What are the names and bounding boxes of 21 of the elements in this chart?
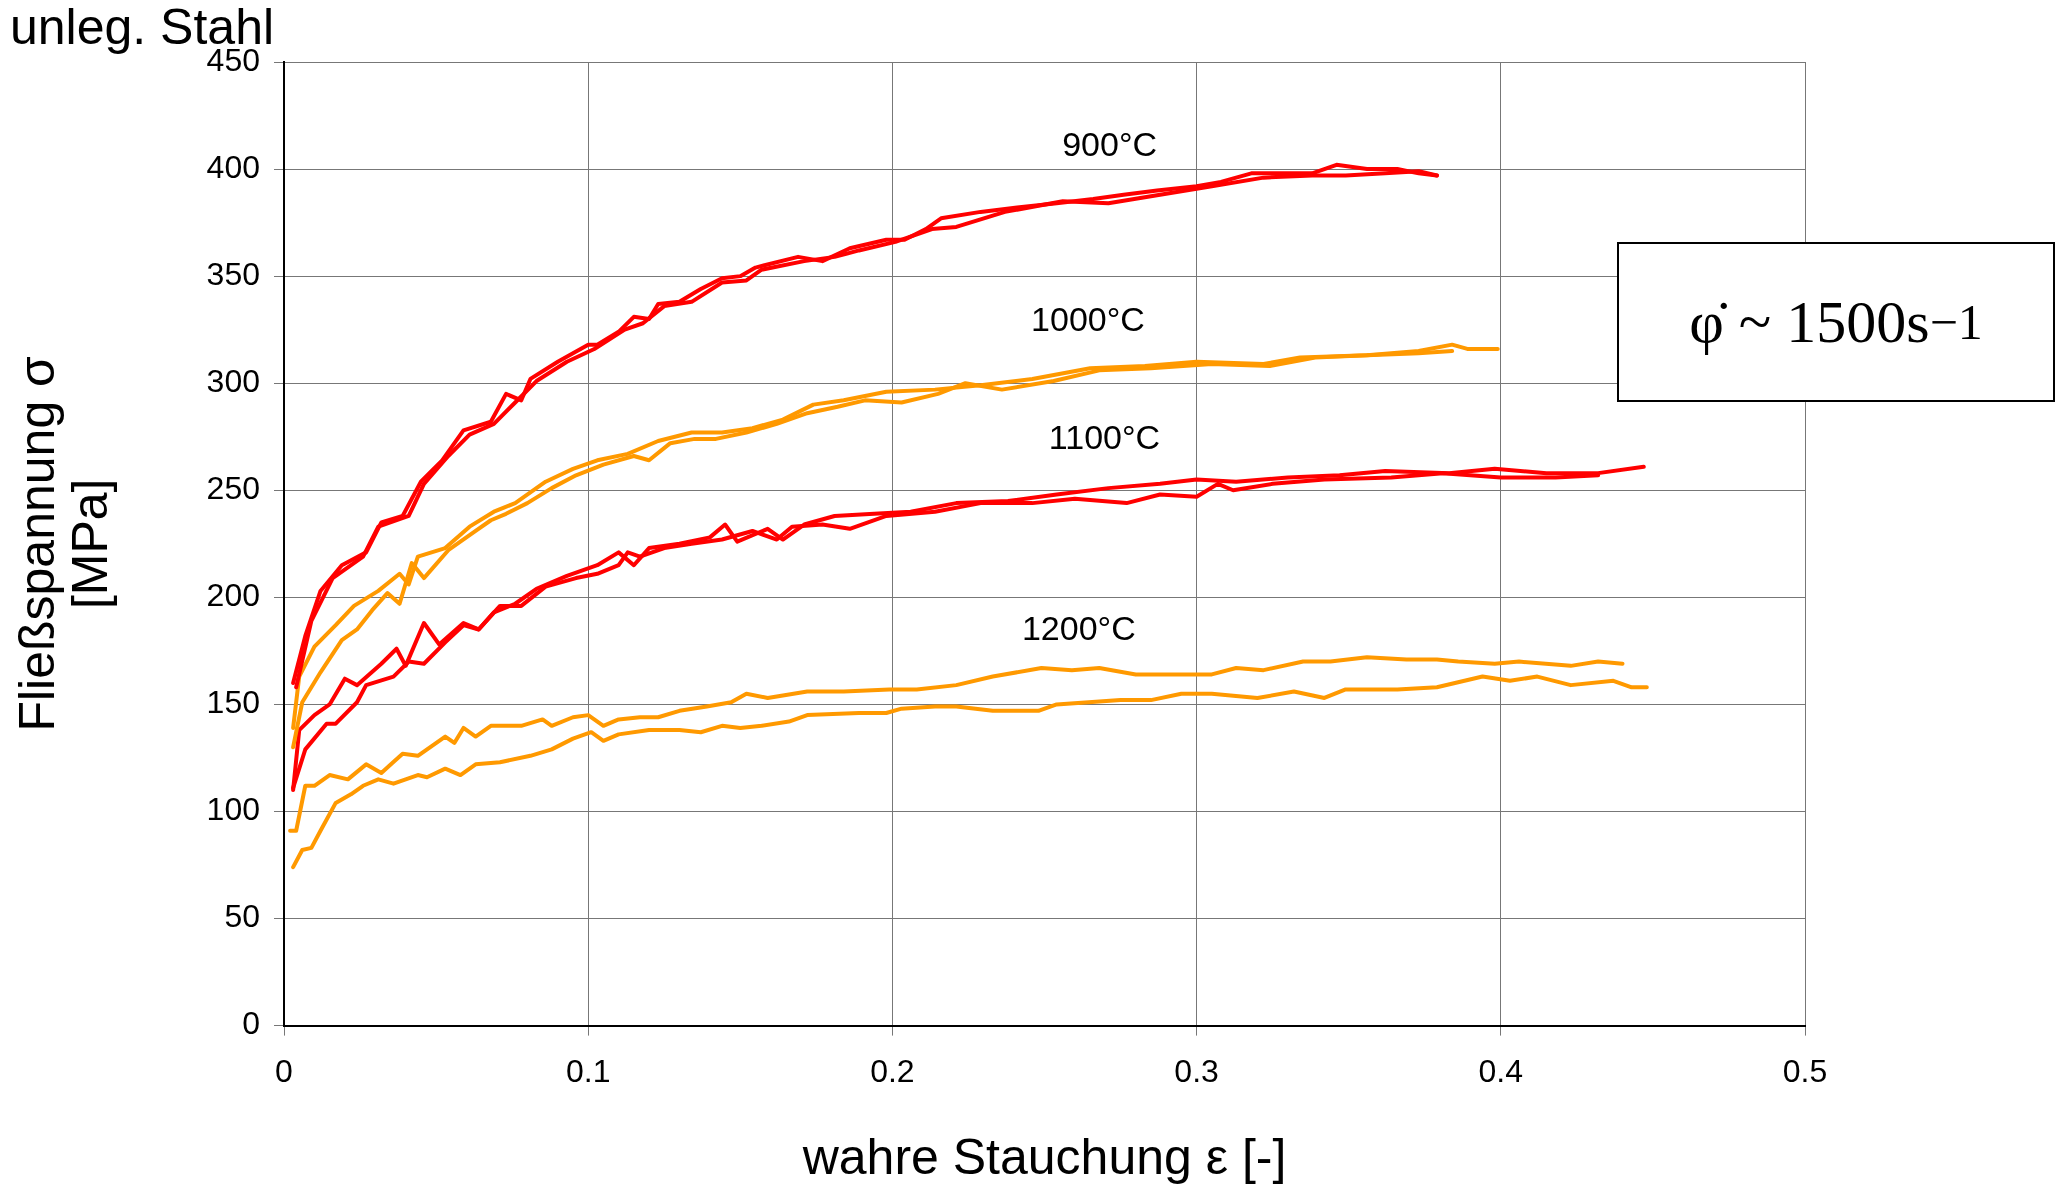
y-tick-label: 250 xyxy=(206,470,260,507)
x-axis-title: wahre Stauchung ε [-] xyxy=(801,1128,1287,1185)
x-tick-label: 0 xyxy=(275,1052,293,1089)
y-tick-label: 150 xyxy=(206,684,260,721)
y-tick-label: 200 xyxy=(206,577,260,614)
y-tick-label: 0 xyxy=(242,1005,260,1042)
y-tick-label: 50 xyxy=(224,898,260,935)
y-tick-label: 400 xyxy=(206,148,260,185)
y-axis-title: Fließspannung σ [MPa] xyxy=(9,355,118,732)
x-tick-label: 0.2 xyxy=(870,1052,915,1089)
y-tick-label: 350 xyxy=(206,255,260,292)
x-tick-label: 0.3 xyxy=(1174,1052,1219,1089)
x-tick-label: 0.4 xyxy=(1478,1052,1524,1089)
y-tick-label: 100 xyxy=(206,791,260,828)
series-label: 1100°C xyxy=(1048,418,1161,457)
series-label: 900°C xyxy=(1062,124,1158,163)
series-label: 1200°C xyxy=(1021,608,1136,647)
series-label: 1000°C xyxy=(1031,300,1145,339)
y-tick-label: 300 xyxy=(206,363,260,400)
x-tick-label: 0.5 xyxy=(1782,1052,1828,1089)
x-tick-label: 0.1 xyxy=(565,1052,611,1089)
